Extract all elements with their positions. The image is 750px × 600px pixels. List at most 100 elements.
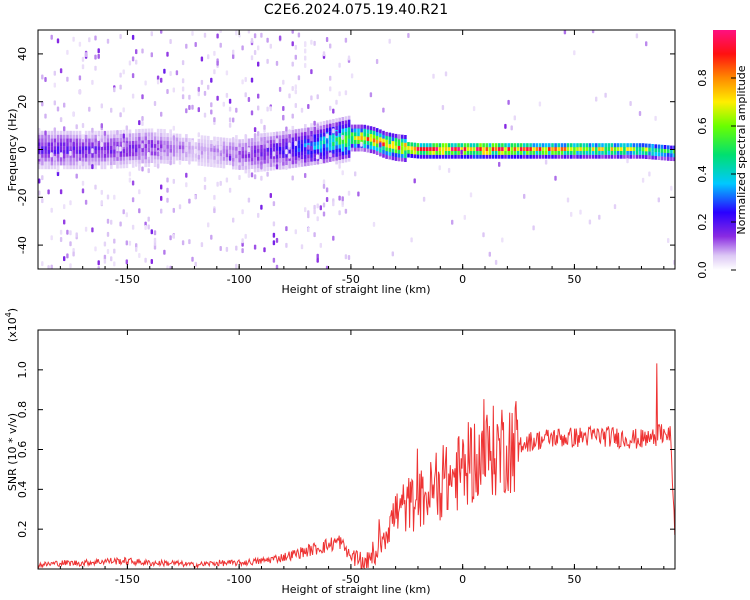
spectrogram-cell [106,161,110,166]
spectrogram-cell [59,142,63,147]
spectrogram-cell [304,135,307,140]
spectrogram-cell [94,130,97,135]
spectrogram-cell [110,107,113,113]
spectrogram-cell [438,147,442,151]
spectrogram-cell [75,134,79,139]
spectrogram-cell [66,153,69,158]
spectrogram-cell [388,147,392,152]
spectrogram-cell [91,79,94,85]
spectrogram-cell [338,129,341,134]
spectrogram-cell [338,144,341,149]
spectrogram-cell [422,196,426,202]
spectrogram-cell [360,132,363,137]
spectrogram-cell [260,144,263,149]
spectrogram-cell [382,107,385,113]
spectrogram-cell [47,153,50,158]
spectrogram-cell [84,130,88,135]
spectrogram-cell [241,146,244,151]
spectrogram-cell [366,137,370,141]
spectrogram-cell [416,154,420,159]
spectrogram-cell [504,123,507,129]
spectrogram-cell [113,141,116,146]
spectrogram-cell [319,144,323,149]
spectrogram-cell [354,147,357,152]
spectrogram-cell [213,155,216,160]
spectrogram-cell [147,224,150,230]
spectrogram-cell [59,117,63,123]
spectrogram-cell [172,207,175,213]
spectrogram-cell [41,142,44,147]
spectrogram-cell [135,159,138,164]
spectrogram-cell [447,154,451,159]
spectrogram-cell [616,154,620,159]
spectrogram-cell [551,147,554,151]
spectrogram-cell [291,152,295,157]
spectrogram-cell [257,61,260,67]
spectrogram-cell [181,240,185,246]
spectrogram-cell [228,161,232,166]
spectrogram-cell [513,154,517,159]
spectrogram-cell [297,136,301,141]
spectrogram-cell [38,138,41,143]
spectrogram-cell [595,150,598,155]
spectrogram-cell [660,148,664,153]
spectrogram-cell [263,136,266,141]
spectrogram-cell [97,153,101,158]
spectrogram-cell [200,146,204,152]
spectrogram-cell [94,146,97,151]
spectrogram-cell [216,156,219,161]
spectrogram-cell [260,118,263,124]
spectrogram-cell [507,154,510,159]
spectrogram-cell [69,130,72,135]
spectrogram-cell [110,161,113,166]
spectrogram-cell [191,256,194,262]
spectrogram-cell [175,133,179,138]
spectrogram-cell [100,161,104,166]
y-tick-label: 0.8 [16,401,29,419]
spectrogram-cell [285,126,288,132]
spectrogram-cell [100,153,104,158]
spectrogram-cell [419,150,423,155]
spectrogram-cell [469,143,473,148]
spectrogram-cell [629,150,632,155]
spectrogram-cell [185,134,188,139]
colorbar-label: Normalized spectral amplitude [735,65,748,234]
spectrogram-cell [341,134,344,140]
spectrogram-cell [63,149,66,154]
spectrogram-cell [366,125,370,130]
spectrogram-cell [291,137,295,142]
spectrogram-cell [84,138,88,143]
spectrogram-cell [588,219,592,225]
spectrogram-cell [385,139,388,144]
spectrogram-cell [325,154,329,159]
y-tick-label: 20 [16,95,29,109]
spectrogram-cell [50,149,54,154]
spectrogram-cell [494,147,498,151]
spectrogram-cell [451,154,454,159]
spectrogram-cell [138,144,141,149]
spectrogram-cell [350,143,354,148]
spectrogram-cell [191,104,194,110]
colorbar-scale [713,30,736,270]
spectrogram-cell [241,143,244,147]
spectrogram-cell [335,126,338,130]
spectrogram-cell [81,146,85,151]
spectrogram-cell [50,235,53,241]
spectrogram-cell [322,140,326,145]
spectrogram-cell [304,162,307,167]
x-tick-label: -50 [342,273,360,286]
spectrogram-cell [84,134,88,139]
spectrogram-cell [329,131,332,136]
spectrogram-cell [91,153,94,158]
spectrogram-cell [185,182,188,188]
spectrogram-cell [128,60,132,66]
spectrogram-cell [341,120,345,125]
spectrogram-cell [510,150,514,155]
spectrogram-cell [654,151,657,156]
spectrogram-cell [144,225,147,230]
spectrogram-cell [513,147,517,151]
spectrogram-cell [294,129,298,134]
spectrogram-cell [197,91,200,97]
spectrogram-cell [188,94,191,100]
spectrogram-cell [66,138,69,143]
